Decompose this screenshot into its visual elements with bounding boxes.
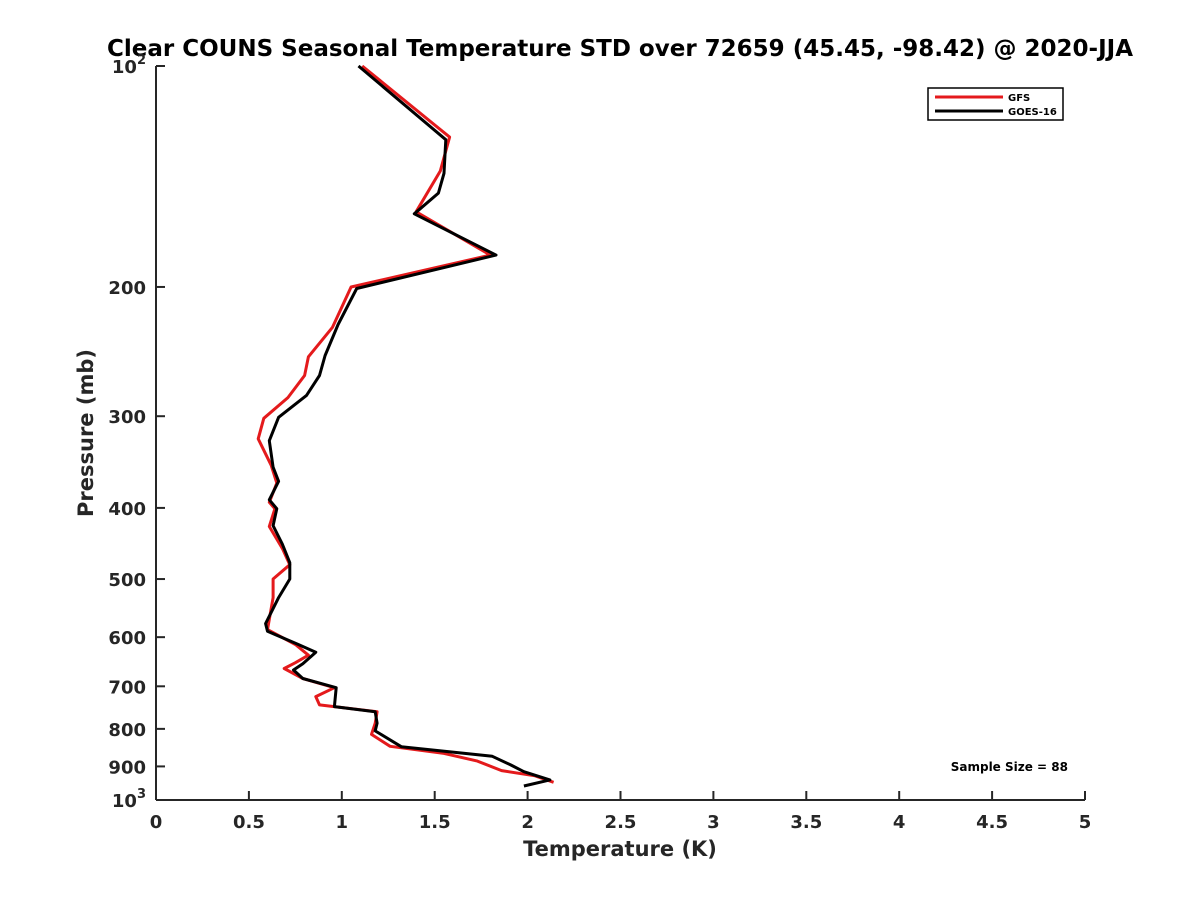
y-axis-ticks: 102 200 300 400 500 600 700 800 900 103	[108, 53, 165, 812]
y-tick-label: 500	[108, 570, 146, 591]
y-tick-label: 900	[108, 757, 146, 778]
y-tick-label: 300	[108, 407, 146, 428]
x-tick-label: 1.5	[419, 812, 451, 833]
x-tick-label: 0	[150, 812, 163, 833]
series-line-goes16	[264, 64, 552, 788]
x-tick-label: 4.5	[976, 812, 1008, 833]
x-tick-label: 3.5	[790, 812, 822, 833]
sample-size-annotation: Sample Size = 88	[951, 760, 1068, 774]
legend: GFS GOES-16	[927, 87, 1064, 121]
x-axis-ticks: 0 0.5 1 1.5 2 2.5 3 3.5 4 4.5 5	[150, 791, 1092, 833]
y-tick-label: 200	[108, 278, 146, 299]
x-tick-label: 4	[893, 812, 906, 833]
legend-label-goes16: GOES-16	[1008, 107, 1057, 118]
y-tick-label: 102	[112, 53, 146, 78]
y-tick-label: 800	[108, 720, 146, 741]
series-layer	[256, 64, 555, 788]
series-line-gfs	[256, 64, 555, 784]
x-axis-label: Temperature (K)	[523, 837, 717, 861]
chart-title: Clear COUNS Seasonal Temperature STD ove…	[107, 36, 1133, 62]
legend-box	[927, 87, 1064, 121]
y-tick-label: 600	[108, 628, 146, 649]
legend-label-gfs: GFS	[1008, 93, 1030, 104]
y-tick-label: 103	[112, 787, 146, 812]
x-tick-label: 1	[336, 812, 349, 833]
x-tick-label: 2	[521, 812, 534, 833]
x-tick-label: 3	[707, 812, 720, 833]
x-tick-label: 5	[1079, 812, 1092, 833]
y-axis-label: Pressure (mb)	[74, 349, 98, 517]
x-tick-label: 0.5	[233, 812, 265, 833]
y-tick-label: 700	[108, 677, 146, 698]
plot-area	[156, 66, 1085, 800]
x-tick-label: 2.5	[605, 812, 637, 833]
y-tick-label: 400	[108, 499, 146, 520]
